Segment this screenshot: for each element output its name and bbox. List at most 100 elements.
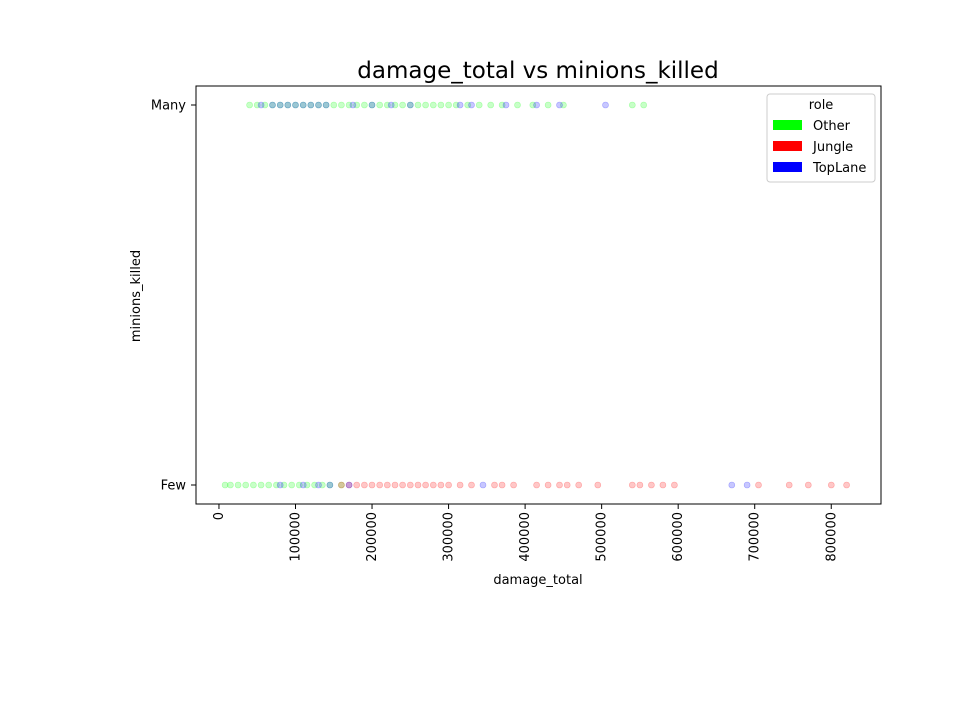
point-jungle-21 — [544, 481, 552, 489]
point-other-19 — [269, 101, 276, 109]
point-jungle-15 — [456, 481, 464, 489]
point-other-48 — [514, 101, 521, 109]
legend-label-toplane: TopLane — [812, 161, 866, 176]
point-other-22 — [292, 101, 299, 109]
x-axis: 0 100000 200000 300000 400000 500000 600000 700… — [212, 504, 839, 562]
point-jungle-35 — [843, 481, 850, 489]
plot-frame — [195, 85, 882, 505]
x-tick-label-7: 700000 — [748, 512, 763, 562]
point-other-40 — [429, 101, 437, 109]
point-jungle-24 — [575, 481, 583, 489]
point-jungle-12 — [429, 481, 437, 489]
point-jungle-1 — [345, 481, 353, 489]
x-tick-label-1: 100000 — [288, 512, 303, 562]
x-axis-label: damage_total — [493, 573, 582, 588]
point-toplane-10 — [276, 101, 284, 109]
point-other-1 — [227, 481, 234, 489]
point-jungle-6 — [383, 481, 391, 489]
point-jungle-32 — [785, 481, 793, 489]
point-other-20 — [276, 101, 284, 109]
point-toplane-26 — [602, 101, 609, 109]
x-tick-label-0: 0 — [212, 512, 227, 520]
point-toplane-19 — [387, 101, 395, 109]
legend-label-jungle: Jungle — [812, 140, 853, 155]
point-other-53 — [640, 101, 648, 109]
point-other-38 — [414, 101, 422, 109]
x-tick-label-4: 400000 — [518, 512, 533, 562]
point-other-13 — [318, 481, 326, 489]
point-jungle-13 — [437, 481, 445, 489]
point-toplane-18 — [368, 101, 376, 109]
point-jungle-27 — [636, 481, 644, 489]
point-toplane-20 — [406, 101, 414, 109]
point-jungle-8 — [399, 481, 406, 489]
point-jungle-7 — [391, 481, 399, 489]
point-toplane-12 — [292, 101, 299, 109]
point-jungle-23 — [563, 481, 571, 489]
point-other-16 — [246, 101, 253, 109]
point-other-35 — [391, 101, 399, 109]
x-tick-label-8: 800000 — [824, 512, 839, 562]
y-tick-label-0: Few — [161, 479, 187, 494]
point-other-12 — [311, 481, 318, 489]
point-jungle-22 — [556, 481, 563, 489]
point-other-8 — [280, 481, 288, 489]
point-other-7 — [273, 481, 280, 489]
point-other-18 — [261, 101, 269, 109]
point-other-51 — [560, 101, 567, 109]
x-tick-label-5: 500000 — [595, 512, 610, 562]
point-jungle-17 — [491, 481, 498, 489]
point-other-50 — [544, 101, 552, 109]
point-other-42 — [445, 101, 452, 109]
point-other-26 — [322, 101, 330, 109]
point-jungle-33 — [804, 481, 812, 489]
point-other-36 — [399, 101, 406, 109]
point-jungle-11 — [422, 481, 429, 489]
point-jungle-28 — [648, 481, 655, 489]
point-toplane-23 — [502, 101, 510, 109]
point-other-28 — [338, 101, 345, 109]
point-other-14 — [326, 481, 334, 489]
legend-swatch-toplane — [773, 162, 802, 172]
point-toplane-24 — [533, 101, 540, 109]
point-jungle-0 — [338, 481, 345, 489]
point-other-43 — [452, 101, 460, 109]
point-jungle-31 — [755, 481, 762, 489]
point-other-47 — [498, 101, 506, 109]
point-other-44 — [464, 101, 472, 109]
point-other-41 — [437, 101, 445, 109]
point-toplane-8 — [257, 101, 265, 109]
point-toplane-16 — [322, 101, 330, 109]
point-jungle-19 — [510, 481, 517, 489]
point-jungle-2 — [353, 481, 361, 489]
point-toplane-6 — [728, 481, 736, 489]
point-jungle-25 — [594, 481, 602, 489]
point-other-29 — [345, 101, 353, 109]
point-toplane-15 — [315, 101, 322, 109]
point-other-39 — [422, 101, 429, 109]
point-other-33 — [376, 101, 384, 109]
point-other-9 — [288, 481, 296, 489]
point-other-15 — [338, 481, 345, 489]
point-other-31 — [361, 101, 368, 109]
point-other-37 — [406, 101, 414, 109]
chart-title: damage_total vs minions_killed — [357, 58, 718, 84]
point-other-2 — [234, 481, 242, 489]
point-toplane-17 — [349, 101, 357, 109]
point-jungle-4 — [368, 481, 376, 489]
point-jungle-26 — [628, 481, 636, 489]
point-other-45 — [475, 101, 483, 109]
point-toplane-21 — [456, 101, 464, 109]
point-other-30 — [353, 101, 361, 109]
point-other-46 — [487, 101, 495, 109]
y-axis: Few Many — [151, 99, 196, 494]
point-toplane-2 — [315, 481, 322, 489]
point-jungle-18 — [498, 481, 506, 489]
point-toplane-14 — [307, 101, 315, 109]
point-jungle-34 — [827, 481, 835, 489]
point-jungle-16 — [468, 481, 475, 489]
point-other-25 — [315, 101, 322, 109]
point-other-10 — [295, 481, 303, 489]
point-jungle-14 — [445, 481, 452, 489]
point-jungle-10 — [414, 481, 422, 489]
